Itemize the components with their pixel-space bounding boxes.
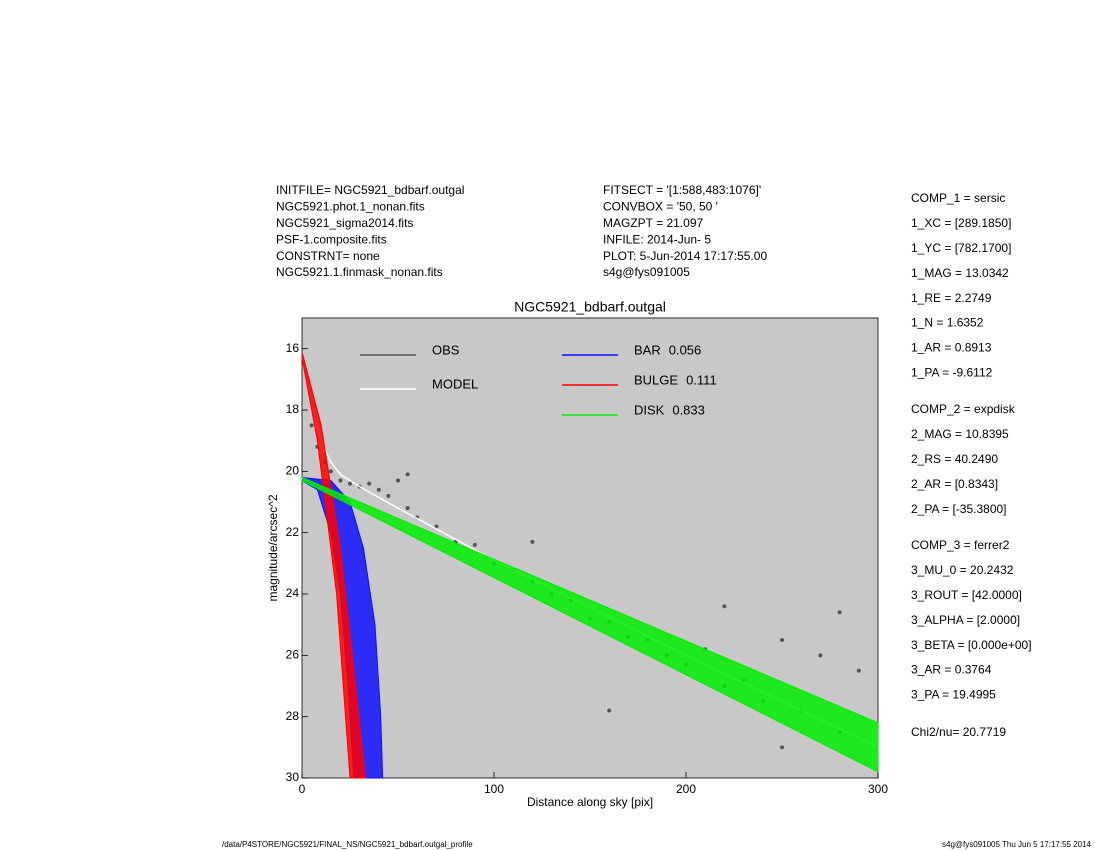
y-tick-label: 28	[286, 709, 300, 723]
header-line: INFILE: 2014-Jun- 5	[603, 232, 711, 246]
obs-point	[338, 478, 343, 483]
obs-point	[328, 469, 333, 474]
obs-point	[607, 708, 612, 713]
header-line: CONSTRNT= none	[276, 249, 380, 263]
header-line: NGC5921.phot.1_nonan.fits	[276, 200, 425, 214]
obs-point	[472, 542, 477, 547]
obs-point	[396, 478, 400, 483]
legend-fraction: 0.833	[672, 402, 705, 417]
parameter: 2_AR = [0.8343]	[911, 477, 998, 491]
y-tick-label: 18	[286, 402, 300, 416]
y-tick-label: 24	[286, 586, 300, 600]
parameter: 1_MAG = 13.0342	[911, 266, 1009, 280]
obs-point	[780, 745, 784, 750]
obs-point	[309, 423, 314, 428]
footer-path: /data/P4STORE/NGC5921/FINAL_NS/NGC5921_b…	[222, 840, 473, 849]
obs-point	[367, 481, 372, 486]
component-area	[301, 351, 366, 779]
footer-stamp: s4g@fys091005 Thu Jun 5 17:17:55 2014	[942, 840, 1092, 849]
obs-point	[434, 524, 439, 529]
header-line: s4g@fys091005	[603, 265, 690, 279]
parameter: 1_YC = [782.1700]	[911, 241, 1011, 255]
obs-point	[405, 472, 410, 477]
y-tick-label: 20	[286, 464, 300, 478]
y-axis-label: magnitude/arcsec^2	[266, 494, 280, 601]
obs-point	[780, 638, 784, 642]
parameter: 1_N = 1.6352	[911, 316, 984, 330]
parameter: 1_PA = -9.6112	[911, 365, 993, 379]
header-line: NGC5921.1.finmask_nonan.fits	[276, 265, 443, 279]
header-line: PLOT: 5-Jun-2014 17:17:55.00	[603, 249, 767, 263]
parameter: COMP_2 = expdisk	[911, 402, 1016, 416]
legend-label: OBS	[432, 342, 460, 357]
x-tick-label: 0	[299, 782, 306, 796]
parameter: 2_RS = 40.2490	[911, 452, 998, 466]
obs-point	[376, 487, 381, 492]
y-tick-label: 26	[286, 648, 300, 662]
chart-title: NGC5921_bdbarf.outgal	[514, 299, 666, 315]
obs-point	[818, 653, 823, 658]
legend-label: DISK	[634, 402, 665, 417]
header-line: FITSECT = '[1:588,483:1076]'	[603, 183, 761, 197]
obs-point	[386, 493, 391, 498]
parameter: COMP_1 = sersic	[911, 191, 1005, 205]
parameter: 3_MU_0 = 20.2432	[911, 563, 1014, 577]
component-area	[301, 476, 384, 779]
x-tick-label: 100	[484, 782, 504, 796]
legend-fraction: 0.056	[669, 342, 702, 357]
y-tick-label: 22	[286, 525, 300, 539]
header-line: NGC5921_sigma2014.fits	[276, 216, 413, 230]
parameter: COMP_3 = ferrer2	[911, 538, 1010, 552]
x-axis-label: Distance along sky [pix]	[527, 795, 653, 809]
header-line: MAGZPT = 21.097	[603, 216, 703, 230]
x-tick-label: 300	[868, 782, 888, 796]
parameter: 1_AR = 0.8913	[911, 341, 992, 355]
legend-fraction: 0.111	[686, 372, 717, 387]
parameter: 3_AR = 0.3764	[911, 663, 992, 677]
legend-label: MODEL	[432, 376, 478, 391]
obs-point	[722, 604, 727, 609]
obs-point	[837, 610, 842, 615]
component-area	[301, 476, 879, 773]
x-tick-label: 200	[676, 782, 696, 796]
parameter: 1_XC = [289.1850]	[911, 216, 1011, 230]
obs-point	[856, 668, 861, 673]
y-tick-label: 16	[286, 341, 300, 355]
parameter: 3_ROUT = [42.0000]	[911, 588, 1022, 602]
parameter: 3_PA = 19.4995	[911, 688, 996, 702]
obs-point	[405, 506, 410, 511]
legend-label: BAR	[634, 342, 661, 357]
header-line: CONVBOX = '50, 50 '	[603, 200, 718, 214]
header-line: PSF-1.composite.fits	[276, 232, 387, 246]
obs-point	[348, 481, 352, 486]
parameter: Chi2/nu= 20.7719	[911, 725, 1006, 739]
legend-label: BULGE	[634, 372, 678, 387]
header-line: INITFILE= NGC5921_bdbarf.outgal	[276, 183, 464, 197]
parameter: 2_PA = [-35.3800]	[911, 502, 1007, 516]
parameter: 3_ALPHA = [2.0000]	[911, 613, 1020, 627]
parameter: 2_MAG = 10.8395	[911, 427, 1009, 441]
y-tick-label: 30	[286, 770, 300, 784]
obs-point	[530, 539, 535, 544]
parameter: 3_BETA = [0.000e+00]	[911, 638, 1032, 652]
parameter: 1_RE = 2.2749	[911, 291, 992, 305]
